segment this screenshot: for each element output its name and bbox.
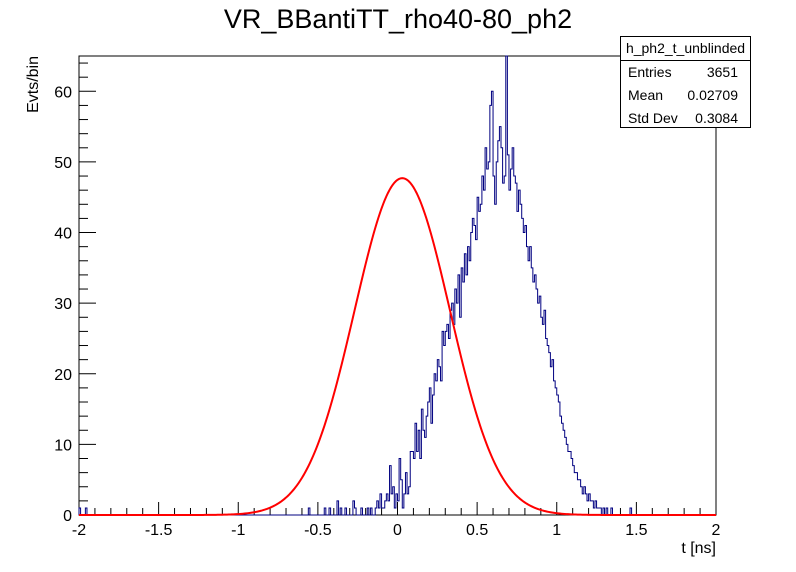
chart-title: VR_BBantiTT_rho40-80_ph2: [223, 4, 573, 34]
x-tick-label: 2: [712, 522, 721, 539]
stats-entries-value: 3651: [706, 64, 738, 80]
stats-stddev-value: 0.3084: [695, 110, 738, 126]
y-axis-title: Evts/bin: [25, 56, 42, 113]
y-tick-label: 40: [54, 226, 72, 243]
y-tick-label: 50: [54, 155, 72, 172]
x-tick-label: 0: [393, 522, 402, 539]
stats-entries-label: Entries: [628, 64, 672, 80]
plot-axes: [78, 55, 717, 516]
stats-box: h_ph2_t_unblinded Entries 3651 Mean 0.02…: [620, 36, 751, 128]
x-tick-label: -0.5: [304, 522, 332, 539]
x-tick-label: 1: [552, 522, 561, 539]
x-tick-label: 1.5: [625, 522, 647, 539]
stats-mean-label: Mean: [628, 87, 664, 103]
stats-mean-value: 0.02709: [687, 87, 738, 103]
x-axis-title: t [ns]: [681, 540, 716, 557]
stats-row-stddev: Std Dev 0.3084: [621, 107, 750, 130]
y-tick-label: 60: [54, 84, 72, 101]
y-tick-label: 30: [54, 296, 72, 313]
y-tick-label: 0: [63, 508, 72, 525]
gaussian-fit-series: [79, 177, 716, 516]
y-tick-label: 10: [54, 437, 72, 454]
fit-curve: [79, 177, 716, 516]
stats-histogram-name: h_ph2_t_unblinded: [621, 37, 750, 61]
y-tick-label: 20: [54, 367, 72, 384]
stats-stddev-label: Std Dev: [628, 110, 678, 126]
stats-row-mean: Mean 0.02709: [621, 84, 750, 107]
x-tick-label: -1.5: [145, 522, 173, 539]
x-tick-label: -1: [231, 522, 245, 539]
stats-row-entries: Entries 3651: [621, 61, 750, 84]
x-tick-label: 0.5: [466, 522, 488, 539]
x-tick-label: -2: [72, 522, 86, 539]
